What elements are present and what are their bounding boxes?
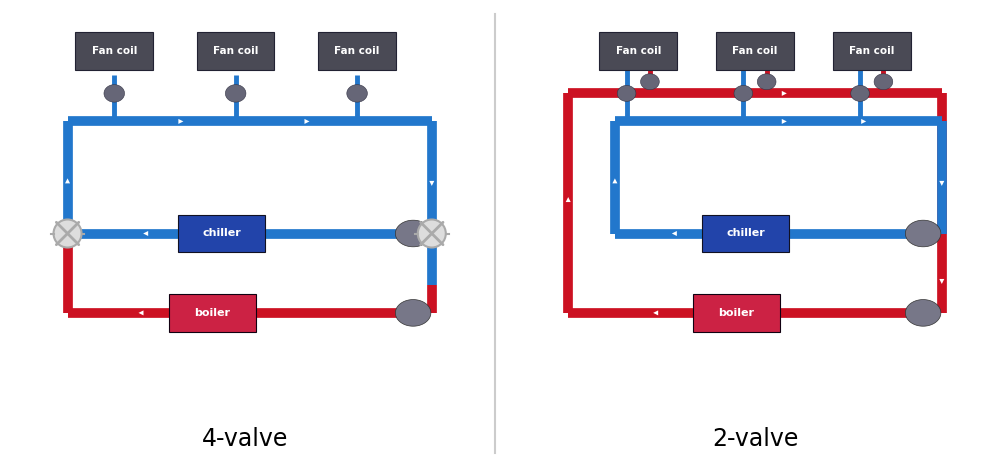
Polygon shape	[641, 74, 659, 90]
Polygon shape	[617, 85, 636, 101]
Circle shape	[54, 219, 82, 248]
Text: Fan coil: Fan coil	[616, 46, 661, 57]
Text: boiler: boiler	[194, 308, 230, 318]
Polygon shape	[874, 74, 893, 90]
FancyBboxPatch shape	[75, 33, 153, 70]
Text: Fan coil: Fan coil	[849, 46, 894, 57]
FancyBboxPatch shape	[318, 33, 396, 70]
Polygon shape	[347, 85, 367, 102]
Text: boiler: boiler	[718, 308, 754, 318]
Text: 2-valve: 2-valve	[712, 427, 798, 451]
Polygon shape	[851, 85, 869, 101]
Text: chiller: chiller	[726, 228, 765, 239]
Polygon shape	[734, 85, 753, 101]
Polygon shape	[905, 220, 941, 247]
Text: Fan coil: Fan coil	[334, 46, 380, 57]
Circle shape	[418, 219, 446, 248]
Polygon shape	[395, 220, 431, 247]
Text: Fan coil: Fan coil	[213, 46, 258, 57]
FancyBboxPatch shape	[178, 215, 265, 252]
Text: 4-valve: 4-valve	[202, 427, 288, 451]
Polygon shape	[905, 300, 941, 326]
FancyBboxPatch shape	[702, 215, 789, 252]
FancyBboxPatch shape	[169, 294, 256, 332]
Polygon shape	[104, 85, 125, 102]
Text: Fan coil: Fan coil	[732, 46, 778, 57]
FancyBboxPatch shape	[599, 33, 677, 70]
Polygon shape	[395, 300, 431, 326]
Text: Fan coil: Fan coil	[92, 46, 137, 57]
Polygon shape	[225, 85, 246, 102]
FancyBboxPatch shape	[833, 33, 911, 70]
FancyBboxPatch shape	[197, 33, 274, 70]
FancyBboxPatch shape	[693, 294, 780, 332]
Text: chiller: chiller	[202, 228, 241, 239]
Polygon shape	[757, 74, 776, 90]
FancyBboxPatch shape	[716, 33, 794, 70]
